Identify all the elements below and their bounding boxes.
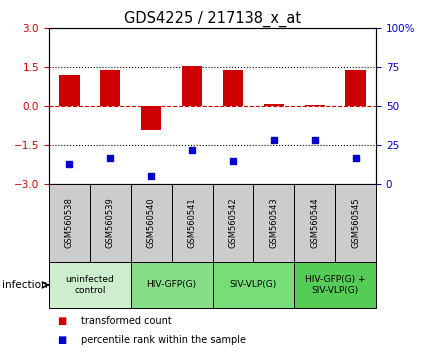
Bar (294, 262, 376, 308)
Text: GSM560543: GSM560543 (269, 198, 278, 249)
Text: SIV-VLP(G): SIV-VLP(G) (230, 280, 277, 290)
Bar (346, 70, 366, 106)
Text: GDS4225 / 217138_x_at: GDS4225 / 217138_x_at (124, 11, 301, 27)
Text: ■: ■ (57, 335, 67, 345)
Bar (90, 184, 131, 262)
Bar (141, 106, 162, 130)
Bar (212, 184, 253, 262)
Bar (49, 262, 131, 308)
Text: GSM560545: GSM560545 (351, 198, 360, 249)
Bar (131, 262, 212, 308)
Text: GSM560541: GSM560541 (187, 198, 196, 249)
Bar (335, 184, 376, 262)
Text: GSM560542: GSM560542 (229, 198, 238, 249)
Bar (59, 75, 79, 106)
Text: GSM560544: GSM560544 (310, 198, 319, 249)
Bar (212, 262, 294, 308)
Text: GSM560539: GSM560539 (106, 198, 115, 249)
Bar (305, 105, 325, 106)
Text: infection: infection (2, 280, 48, 290)
Bar (223, 70, 243, 106)
Bar (294, 184, 335, 262)
Text: HIV-GFP(G) +
SIV-VLP(G): HIV-GFP(G) + SIV-VLP(G) (305, 275, 366, 295)
Text: percentile rank within the sample: percentile rank within the sample (81, 335, 246, 345)
Bar (131, 184, 172, 262)
Bar (49, 184, 90, 262)
Text: transformed count: transformed count (81, 316, 172, 326)
Bar (172, 184, 212, 262)
Text: ■: ■ (57, 316, 67, 326)
Bar (264, 104, 284, 106)
Text: GSM560540: GSM560540 (147, 198, 156, 249)
Text: uninfected
control: uninfected control (65, 275, 114, 295)
Bar (253, 184, 294, 262)
Bar (182, 66, 202, 106)
Text: GSM560538: GSM560538 (65, 198, 74, 249)
Text: HIV-GFP(G): HIV-GFP(G) (147, 280, 197, 290)
Bar (100, 70, 120, 106)
